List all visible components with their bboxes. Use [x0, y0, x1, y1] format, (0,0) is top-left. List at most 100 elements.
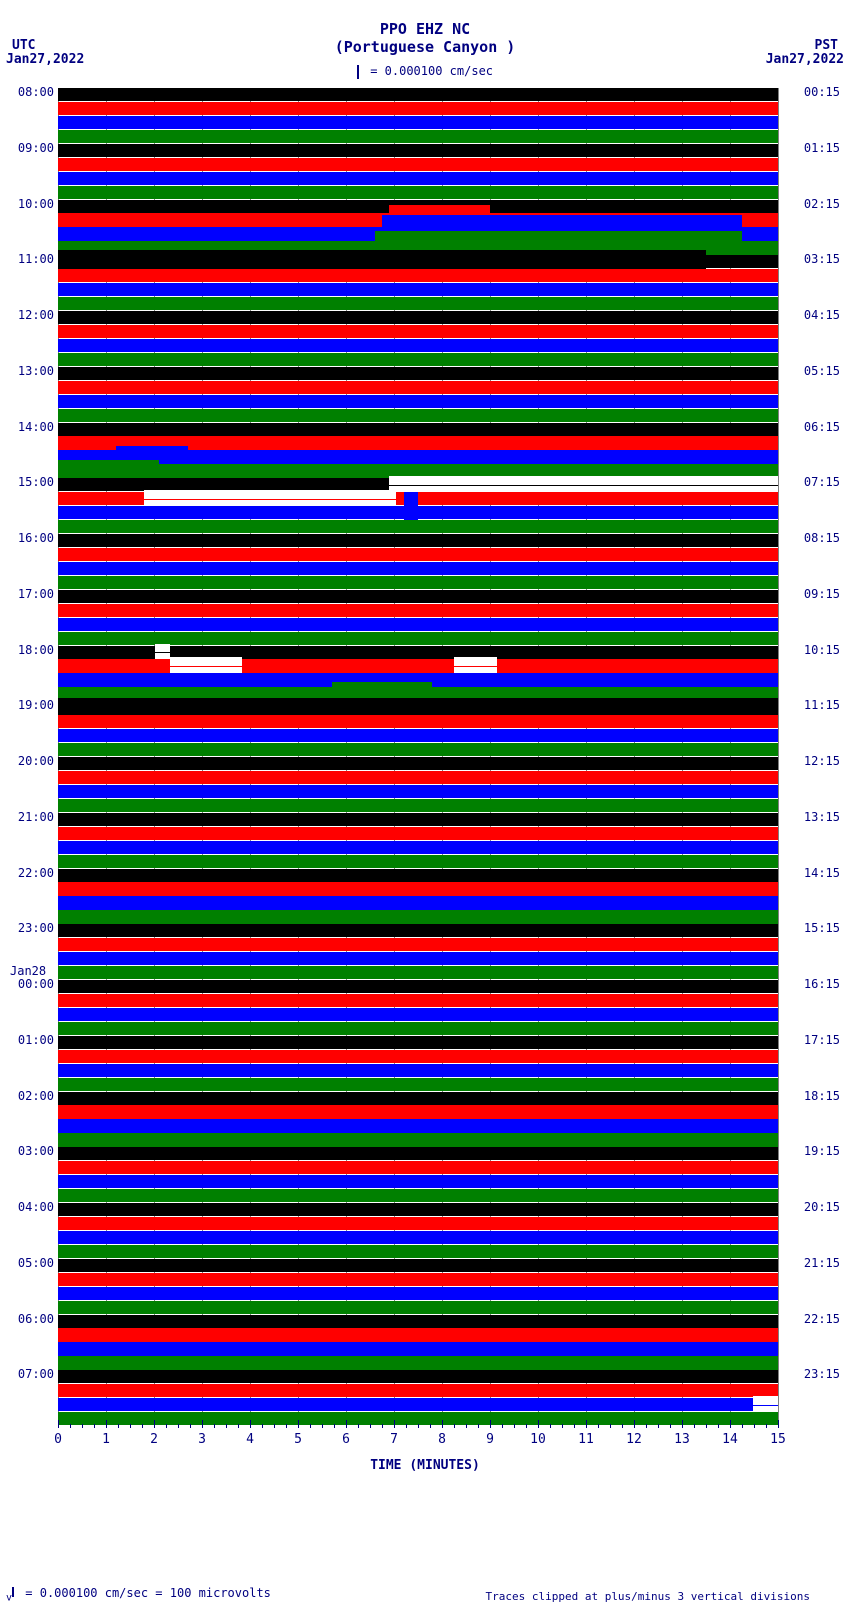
trace-row: [58, 311, 778, 324]
scale-text: = 0.000100 cm/sec: [370, 64, 493, 78]
x-tick-label: 12: [626, 1432, 642, 1447]
time-label-right: 08:15: [804, 531, 840, 545]
trace-row: [58, 771, 778, 784]
trace-row: [58, 980, 778, 993]
time-label-right: 22:15: [804, 1312, 840, 1326]
time-label-right: 16:15: [804, 977, 840, 991]
time-label-right: 01:15: [804, 141, 840, 155]
trace-row: [58, 325, 778, 338]
trace-row: [58, 757, 778, 770]
time-label-left: 22:00: [10, 866, 54, 880]
trace-row: [58, 1147, 778, 1160]
time-label-left: 20:00: [10, 754, 54, 768]
trace-row: [58, 1342, 778, 1355]
trace-row: [58, 910, 778, 923]
trace-row: [58, 1105, 778, 1118]
trace-row: [58, 172, 778, 185]
time-label-left: 08:00: [10, 85, 54, 99]
trace-row: [58, 492, 778, 505]
trace-row: [58, 1273, 778, 1286]
x-tick-label: 0: [54, 1432, 62, 1447]
time-label-right: 02:15: [804, 197, 840, 211]
x-tick-label: 3: [198, 1432, 206, 1447]
trace-row: [58, 966, 778, 979]
time-label-right: 04:15: [804, 308, 840, 322]
trace-row: [58, 353, 778, 366]
trace-row: [58, 938, 778, 951]
trace-row: [58, 896, 778, 909]
time-label-left: 09:00: [10, 141, 54, 155]
trace-row: [58, 1022, 778, 1035]
seismogram-plot: [58, 88, 778, 1426]
trace-row: [58, 785, 778, 798]
x-tick-label: 2: [150, 1432, 158, 1447]
trace-row: [58, 1161, 778, 1174]
time-label-left: 16:00: [10, 531, 54, 545]
time-label-left: 13:00: [10, 364, 54, 378]
time-label-left: 12:00: [10, 308, 54, 322]
time-label-right: 18:15: [804, 1089, 840, 1103]
trace-row: [58, 1064, 778, 1077]
trace-row: [58, 520, 778, 533]
time-label-right: 00:15: [804, 85, 840, 99]
time-label-left: 06:00: [10, 1312, 54, 1326]
trace-row: [58, 144, 778, 157]
trace-row: [58, 1328, 778, 1341]
trace-row: [58, 1287, 778, 1300]
trace-row: [58, 827, 778, 840]
tz-left-label: UTC: [12, 38, 35, 53]
time-label-right: 19:15: [804, 1144, 840, 1158]
time-label-right: 11:15: [804, 698, 840, 712]
x-tick-label: 10: [530, 1432, 546, 1447]
time-label-left: 21:00: [10, 810, 54, 824]
x-tick-label: 1: [102, 1432, 110, 1447]
trace-row: [58, 186, 778, 199]
trace-row: [58, 659, 778, 672]
trace-row: [58, 882, 778, 895]
station-id: PPO EHZ NC: [0, 20, 850, 38]
trace-row: [58, 841, 778, 854]
trace-row: [58, 1175, 778, 1188]
x-tick-label: 9: [486, 1432, 494, 1447]
trace-row: [58, 1245, 778, 1258]
trace-row: [58, 1370, 778, 1383]
trace-row: [58, 646, 778, 659]
trace-row: [58, 1301, 778, 1314]
footer-right: Traces clipped at plus/minus 3 vertical …: [485, 1590, 810, 1603]
time-label-right: 17:15: [804, 1033, 840, 1047]
time-label-right: 13:15: [804, 810, 840, 824]
time-label-left: 15:00: [10, 475, 54, 489]
trace-row: [58, 1217, 778, 1230]
trace-row: [58, 1398, 778, 1411]
x-tick-label: 13: [674, 1432, 690, 1447]
date-left: Jan27,2022: [6, 52, 84, 67]
x-tick-label: 6: [342, 1432, 350, 1447]
trace-row: [58, 381, 778, 394]
trace-row: [58, 297, 778, 310]
trace-row: [58, 1231, 778, 1244]
time-label-left: 17:00: [10, 587, 54, 601]
trace-row: [58, 1203, 778, 1216]
x-tick-label: 11: [578, 1432, 594, 1447]
trace-row: [58, 799, 778, 812]
trace-row: [58, 102, 778, 115]
trace-row: [58, 1036, 778, 1049]
trace-row: [58, 562, 778, 575]
trace-row: [58, 450, 778, 463]
time-label-right: 23:15: [804, 1367, 840, 1381]
trace-row: [58, 1384, 778, 1397]
time-label-right: 21:15: [804, 1256, 840, 1270]
trace-row: [58, 1092, 778, 1105]
time-label-left: 04:00: [10, 1200, 54, 1214]
trace-row: [58, 952, 778, 965]
trace-row: [58, 1189, 778, 1202]
trace-row: [58, 1050, 778, 1063]
trace-row: [58, 88, 778, 101]
time-label-right: 05:15: [804, 364, 840, 378]
tz-right-label: PST: [815, 38, 838, 53]
trace-row: [58, 1008, 778, 1021]
trace-row: [58, 701, 778, 714]
time-label-right: 10:15: [804, 643, 840, 657]
time-label-left: 03:00: [10, 1144, 54, 1158]
time-label-right: 03:15: [804, 252, 840, 266]
